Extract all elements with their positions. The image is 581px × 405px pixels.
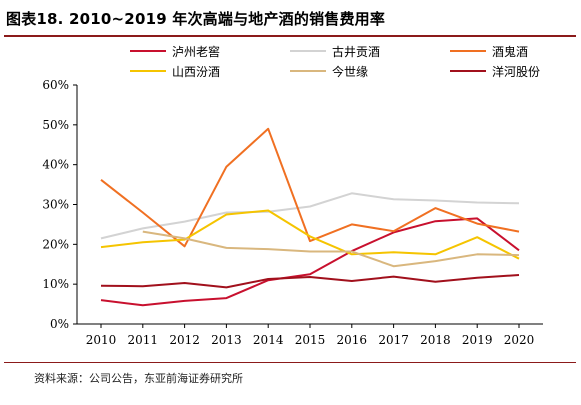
legend-swatch xyxy=(450,70,486,72)
legend-label: 古井贡酒 xyxy=(332,44,381,59)
y-tick-label: 50% xyxy=(42,118,69,132)
x-tick-label: 2010 xyxy=(86,333,117,347)
legend-label: 洋河股份 xyxy=(492,64,541,79)
y-tick-label: 0% xyxy=(50,317,69,331)
series-line-2 xyxy=(100,192,520,240)
y-tick-label: 40% xyxy=(42,158,69,172)
source-rule xyxy=(4,362,576,363)
line-chart: 0% 10% 20% 30% 40% 50% 60% 2010 2011 2012 2013 2014… xyxy=(42,78,543,347)
legend-swatch xyxy=(130,70,166,72)
x-tick-label: 2018 xyxy=(420,333,451,347)
x-tick-label: 2017 xyxy=(378,333,409,347)
legend-item: 古井贡酒 xyxy=(290,42,380,60)
x-tick-label: 2014 xyxy=(253,333,284,347)
x-tick-label: 2015 xyxy=(295,333,326,347)
x-tick-label: 2012 xyxy=(169,333,200,347)
legend-item: 山西汾酒 xyxy=(130,62,220,80)
legend-label: 今世缘 xyxy=(332,64,369,79)
y-tick-label: 60% xyxy=(42,78,69,92)
y-tick-label: 20% xyxy=(42,237,69,251)
legend-label: 酒鬼酒 xyxy=(492,44,529,59)
legend-swatch xyxy=(450,50,486,52)
series-line-6 xyxy=(100,274,520,289)
legend-label: 山西汾酒 xyxy=(172,64,221,79)
legend-item: 泸州老窖 xyxy=(130,42,220,60)
title-rule xyxy=(4,35,576,37)
legend-swatch xyxy=(130,50,166,52)
legend-swatch xyxy=(290,70,326,72)
y-tick-label: 10% xyxy=(42,277,69,291)
legend-swatch xyxy=(290,50,326,52)
series-line-1 xyxy=(100,217,520,307)
chart-legend: 泸州老窖 古井贡酒 酒鬼酒山西汾酒 今世缘 洋河股份 xyxy=(0,42,581,82)
legend-label: 泸州老窖 xyxy=(172,44,221,59)
series-line-3 xyxy=(100,127,520,248)
y-tick-label: 30% xyxy=(42,198,69,212)
legend-item: 今世缘 xyxy=(290,62,368,80)
legend-item: 洋河股份 xyxy=(450,62,540,80)
series-line-4 xyxy=(100,209,520,260)
x-tick-label: 2020 xyxy=(504,333,535,347)
figure-title: 图表18. 2010~2019 年次高端与地产酒的销售费用率 xyxy=(6,10,386,28)
x-tick-label: 2011 xyxy=(128,333,159,347)
source-note: 资料来源：公司公告，东亚前海证券研究所 xyxy=(34,372,243,385)
series-line-5 xyxy=(142,230,520,268)
legend-item: 酒鬼酒 xyxy=(450,42,528,60)
x-tick-label: 2016 xyxy=(337,333,368,347)
x-tick-label: 2013 xyxy=(211,333,242,347)
x-tick-label: 2019 xyxy=(462,333,493,347)
